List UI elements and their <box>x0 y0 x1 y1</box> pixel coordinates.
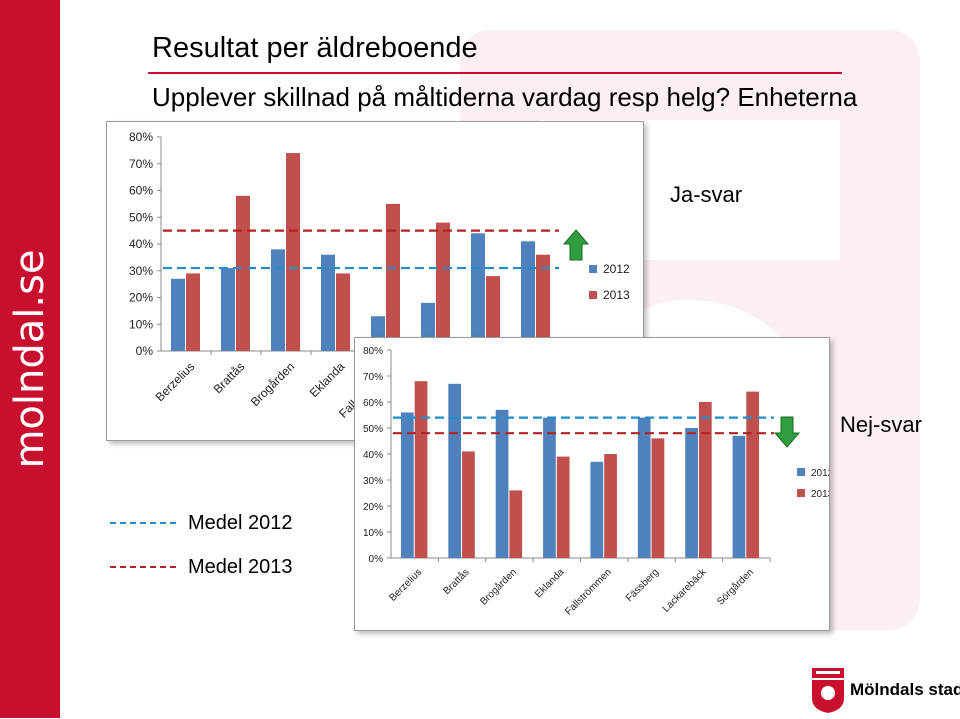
label-nej-svar: Nej-svar <box>840 412 922 437</box>
chart2-bar-2012-8 <box>732 435 746 558</box>
chart2-bar-2012-3 <box>495 409 509 558</box>
chart1-bar-2013-1 <box>186 273 200 351</box>
chart2-bar-2012-6 <box>637 417 651 558</box>
chart1-y-tick-label: 20% <box>129 291 153 305</box>
chart1-bar-2013-8 <box>536 254 550 351</box>
chart1-bar-2012-4 <box>321 254 335 351</box>
chart2-y-tick-label: 60% <box>363 398 383 409</box>
chart2-y-tick-label: 70% <box>363 372 383 383</box>
chart1-legend-swatch-2012 <box>589 265 597 273</box>
chart2-legend-swatch-2013 <box>797 489 805 497</box>
chart2-bar-2013-4 <box>556 456 570 558</box>
legend-medel-2013-line <box>110 566 176 568</box>
chart1-bar-2012-2 <box>221 268 235 351</box>
chart2-category-label: Fässberg <box>624 567 661 604</box>
chart2-bar-2013-2 <box>462 451 475 558</box>
chart2-bar-2012-1 <box>400 412 414 558</box>
chart2-y-tick-label: 50% <box>363 424 383 435</box>
chart2-category-label: Lackarebäck <box>661 566 710 615</box>
chart2-y-tick-label: 20% <box>363 502 383 513</box>
chart1-bar-2012-7 <box>471 233 485 351</box>
chart2-arrow-down-icon <box>773 416 801 448</box>
chart1-y-tick-label: 30% <box>129 264 153 278</box>
chart1-bar-2013-5 <box>386 203 400 351</box>
chart1-category-label: Eklanda <box>307 359 348 400</box>
chart2-y-tick-label: 0% <box>369 554 384 565</box>
chart1-bar-2012-1 <box>171 278 185 351</box>
chart1-y-tick-label: 60% <box>129 184 153 198</box>
page-title: Resultat per äldreboende <box>152 32 478 64</box>
chart1-y-tick-label: 10% <box>129 317 153 331</box>
chart2-category-label: Sörgården <box>714 566 756 608</box>
chart2-category-label: Fallströmmen <box>563 567 614 618</box>
chart2-bar-2012-5 <box>590 461 604 558</box>
chart2-legend-label-2012: 2012 <box>811 468 829 479</box>
chart2-bar-2013-5 <box>604 454 617 558</box>
chart2-y-tick-label: 40% <box>363 450 383 461</box>
chart2-bar-2012-4 <box>543 417 556 558</box>
chart2-legend-label-2013: 2013 <box>811 489 829 500</box>
legend-medel-2013-label: Medel 2013 <box>188 556 293 578</box>
label-ja-svar: Ja-svar <box>670 182 743 207</box>
chart1-bar-2013-6 <box>436 222 450 351</box>
chart1-y-tick-label: 40% <box>129 237 153 251</box>
chart1-legend-swatch-2013 <box>589 291 597 299</box>
chart1-bar-2012-3 <box>271 249 285 351</box>
chart1-arrow-up-icon <box>562 229 590 261</box>
title-divider <box>148 72 842 74</box>
chart1-category-label: Brogården <box>248 359 298 409</box>
chart2-legend-swatch-2012 <box>797 468 805 476</box>
brand-sidebar: molndal.se <box>0 0 60 718</box>
chart1-category-label: Brattås <box>211 359 248 396</box>
page-subtitle: Upplever skillnad på måltiderna vardag r… <box>152 82 858 112</box>
logo-text: Mölndals stad <box>850 680 960 699</box>
chart2-category-label: Eklanda <box>533 567 567 601</box>
chart2-bar-2012-2 <box>448 383 462 558</box>
chart1-bar-2013-4 <box>336 273 350 351</box>
chart2-y-tick-label: 30% <box>363 476 383 487</box>
chart2-bar-2013-3 <box>509 490 523 558</box>
chart1-y-tick-label: 80% <box>129 130 153 144</box>
chart1-y-tick-label: 0% <box>136 344 154 358</box>
chart1-bar-2012-8 <box>521 241 535 351</box>
chart2-category-label: Brattås <box>441 566 472 597</box>
chart2-category-label: Berzelius <box>387 567 424 604</box>
chart-nej-svar: 0% 10% 20% 30% 40% 50% 60% 70% 80% Berzelius Bratt… <box>354 337 830 631</box>
molndals-stad-logo: Mölndals stad <box>810 666 960 716</box>
chart2-category-label: Brogården <box>478 566 520 608</box>
chart1-category-label: Berzelius <box>153 359 198 404</box>
chart1-bar-2013-2 <box>236 195 250 351</box>
brand-url[interactable]: molndal.se <box>7 249 53 469</box>
chart-nej-svar-svg: 0% 10% 20% 30% 40% 50% 60% 70% 80% Berzelius Bratt… <box>363 346 829 618</box>
chart2-bar-2012-7 <box>685 428 698 558</box>
chart1-bar-2013-3 <box>286 153 300 351</box>
chart1-y-tick-label: 50% <box>129 210 153 224</box>
chart2-y-tick-label: 10% <box>363 528 383 539</box>
chart1-bar-2013-7 <box>486 276 500 351</box>
chart2-bar-2013-1 <box>414 381 428 558</box>
chart1-legend-label-2013: 2013 <box>603 288 630 302</box>
chart1-y-tick-label: 70% <box>129 157 153 171</box>
legend-medel-2012-line <box>110 522 176 524</box>
legend-medel-2012-label: Medel 2012 <box>188 512 293 534</box>
chart1-legend-label-2012: 2012 <box>603 262 630 276</box>
chart2-bar-2013-7 <box>698 402 712 558</box>
chart2-bar-2013-6 <box>651 438 665 558</box>
crest-icon <box>812 668 844 713</box>
chart2-y-tick-label: 80% <box>363 346 383 357</box>
